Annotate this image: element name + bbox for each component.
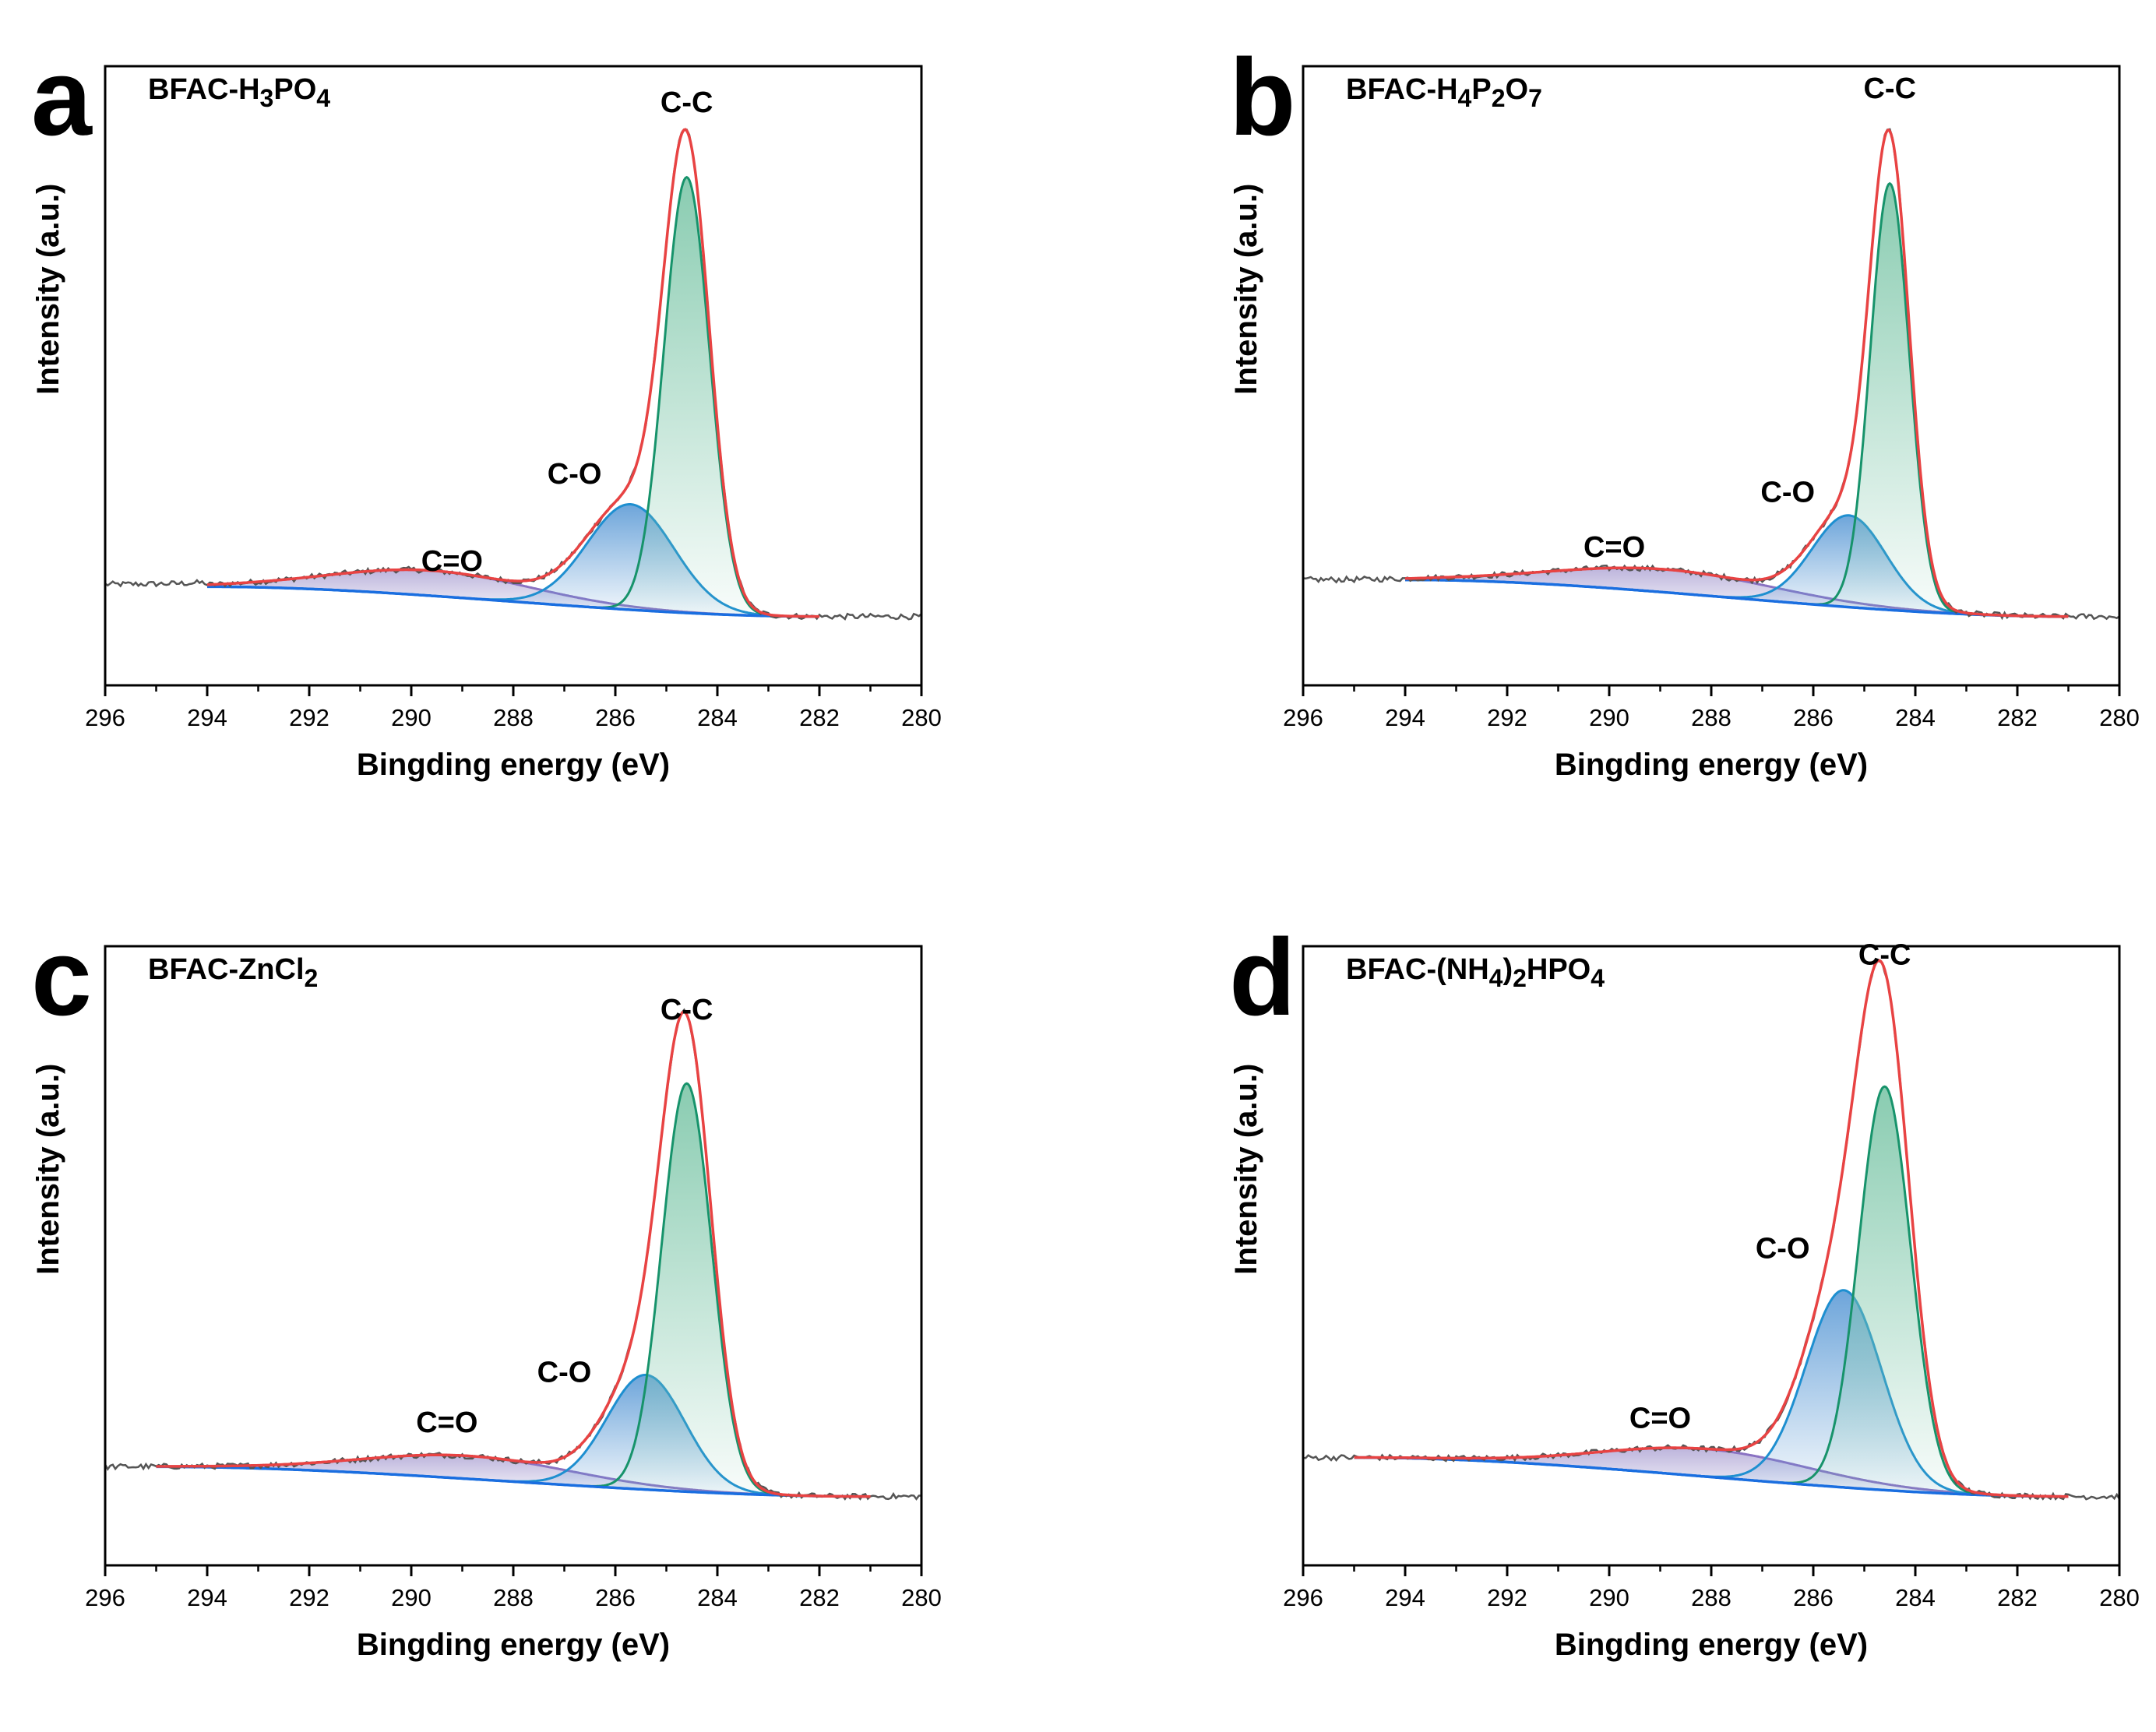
baseline [156, 1465, 871, 1498]
fit-envelope [156, 1010, 871, 1498]
y-axis-title: Intensity (a.u.) [1229, 184, 1263, 395]
x-axis-title: Bingding energy (eV) [1555, 1628, 1868, 1662]
x-tick-label: 290 [391, 704, 432, 731]
x-tick-label: 288 [493, 1584, 534, 1611]
x-tick-label: 286 [1793, 704, 1834, 731]
x-tick-label: 284 [697, 1584, 738, 1611]
peak-label-C=O: C=O [1629, 1402, 1691, 1435]
plot-area [1303, 128, 2119, 621]
raw-spectrum [1303, 958, 2119, 1501]
plot-area [105, 128, 921, 621]
fill-C=O [1405, 568, 2069, 617]
fill-C-C [1405, 183, 2069, 617]
x-tick-label: 290 [1589, 704, 1629, 731]
x-tick-label: 290 [391, 1584, 432, 1611]
x-tick-label: 280 [901, 1584, 942, 1611]
x-tick-label: 292 [289, 1584, 329, 1611]
fill-C=O [207, 569, 819, 617]
fill-C-O [1405, 515, 2069, 617]
baseline [1354, 1456, 2069, 1498]
peak-label-C-O: C-O [1760, 476, 1815, 509]
x-axis-title: Bingding energy (eV) [1555, 748, 1868, 782]
fill-C-C [1354, 1086, 2069, 1497]
peak-label-C-C: C-C [661, 994, 713, 1026]
x-tick-label: 294 [1385, 1584, 1425, 1611]
y-axis-title: Intensity (a.u.) [31, 184, 65, 395]
peak-C-C [1405, 181, 2069, 618]
panel-a: 296 294 292 290 288 286 284 282 280 Bingding ener… [31, 36, 942, 782]
x-tick-label: 292 [1487, 704, 1527, 731]
x-tick-label: 296 [85, 704, 125, 731]
panel-b: 296 294 292 290 288 286 284 282 280 Bingding ener… [1229, 36, 2140, 782]
peak-label-C-C: C-C [1863, 72, 1916, 105]
peak-C-O [1405, 514, 2069, 618]
raw-spectrum [105, 1008, 921, 1501]
fit-envelope [1405, 128, 2069, 618]
x-tick-label: 296 [1283, 704, 1323, 731]
panel-letter: b [1229, 36, 1296, 158]
peak-label-C-O: C-O [548, 458, 602, 491]
x-tick-label: 294 [187, 704, 227, 731]
x-tick-label: 286 [595, 1584, 636, 1611]
raw-spectrum [1303, 128, 2119, 621]
fill-C-C [207, 177, 819, 617]
plot-area [1303, 958, 2119, 1501]
peak-label-C-O: C-O [537, 1356, 592, 1389]
sample-label: BFAC-(NH4)2HPO4 [1346, 953, 1605, 992]
x-tick-label: 294 [1385, 704, 1425, 731]
x-tick-label: 280 [2099, 1584, 2140, 1611]
x-tick-label: 288 [1691, 704, 1731, 731]
baseline [207, 585, 819, 618]
x-tick-label: 282 [799, 1584, 840, 1611]
x-tick-label: 282 [1997, 1584, 2038, 1611]
panel-c: 296 294 292 290 288 286 284 282 280 Bingding ener… [31, 916, 942, 1662]
peak-C-C [156, 1082, 871, 1498]
x-tick-label: 288 [493, 704, 534, 731]
fit-envelope [207, 128, 819, 618]
x-tick-label: 286 [595, 704, 636, 731]
x-axis-title: Bingding energy (eV) [357, 748, 670, 782]
panel-d: 296 294 292 290 288 286 284 282 280 Bingding ener… [1229, 916, 2140, 1662]
plot-area [105, 1008, 921, 1501]
fill-C-C [156, 1083, 871, 1497]
panel-letter: c [31, 916, 92, 1038]
x-tick-label: 282 [1997, 704, 2038, 731]
baseline [1405, 578, 2069, 618]
fit-envelope [1354, 959, 2069, 1498]
fill-C=O [1354, 1448, 2069, 1497]
y-axis-title: Intensity (a.u.) [31, 1064, 65, 1275]
peak-label-C=O: C=O [421, 545, 483, 578]
panel-letter: a [31, 36, 93, 158]
panel-letter: d [1229, 916, 1296, 1038]
x-tick-label: 284 [697, 704, 738, 731]
x-tick-label: 284 [1895, 1584, 1936, 1611]
peak-C-C [1354, 1085, 2069, 1498]
x-tick-label: 288 [1691, 1584, 1731, 1611]
x-tick-label: 282 [799, 704, 840, 731]
peak-label-C-C: C-C [661, 86, 713, 119]
peak-label-C=O: C=O [1584, 531, 1645, 564]
x-tick-label: 292 [1487, 1584, 1527, 1611]
x-tick-label: 280 [2099, 704, 2140, 731]
x-tick-label: 292 [289, 704, 329, 731]
x-tick-label: 296 [1283, 1584, 1323, 1611]
peak-label-C-O: C-O [1756, 1232, 1810, 1265]
x-axis-title: Bingding energy (eV) [357, 1628, 670, 1662]
y-axis-title: Intensity (a.u.) [1229, 1064, 1263, 1275]
peak-label-C-C: C-C [1858, 939, 1911, 972]
x-tick-label: 296 [85, 1584, 125, 1611]
raw-spectrum [105, 128, 921, 621]
x-tick-label: 294 [187, 1584, 227, 1611]
sample-label: BFAC-H3PO4 [148, 73, 330, 112]
x-tick-label: 284 [1895, 704, 1936, 731]
sample-label: BFAC-H4P2O7 [1346, 73, 1542, 112]
peak-label-C=O: C=O [416, 1406, 477, 1439]
x-tick-label: 280 [901, 704, 942, 731]
sample-label: BFAC-ZnCl2 [148, 953, 318, 992]
x-tick-label: 286 [1793, 1584, 1834, 1611]
x-tick-label: 290 [1589, 1584, 1629, 1611]
fill-C=O [156, 1455, 871, 1497]
